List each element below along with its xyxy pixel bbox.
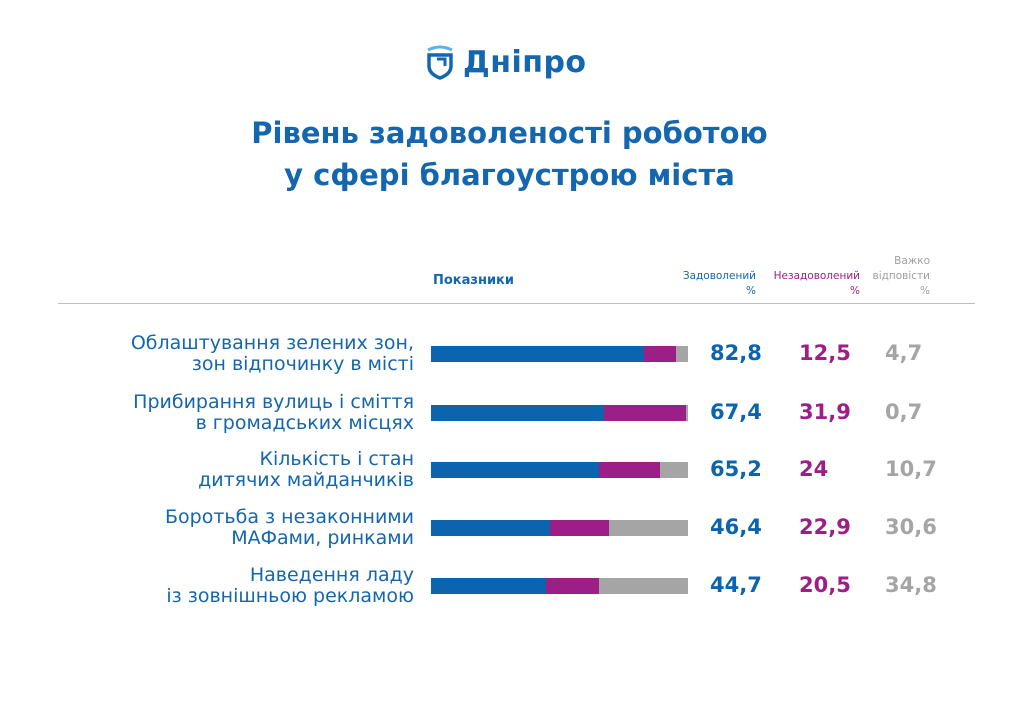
bar-segment-satisfied xyxy=(431,578,546,594)
header-indicators: Показники xyxy=(433,273,514,288)
title-line-1: Рівень задоволеності роботою xyxy=(251,116,768,150)
header-satisfied: Задоволений % xyxy=(683,269,756,299)
value-satisfied: 65,2 xyxy=(710,457,762,481)
stacked-bar xyxy=(431,405,688,421)
header-text: % xyxy=(920,285,930,297)
title-line-2: у сфері благоустрою міста xyxy=(284,158,735,192)
bar-segment-dissatisfied xyxy=(598,462,661,478)
value-dissatisfied: 12,5 xyxy=(799,341,851,365)
row-label: Кількість і стан дитячих майданчиків xyxy=(14,449,414,491)
value-dissatisfied: 31,9 xyxy=(799,400,851,424)
header-text: Задоволений xyxy=(682,270,756,282)
stacked-bar xyxy=(431,520,688,536)
page-title: Рівень задоволеності роботою у сфері бла… xyxy=(0,112,1019,196)
row-label-line: Облаштування зелених зон, xyxy=(130,332,414,354)
shield-icon xyxy=(427,45,453,80)
row-label: Облаштування зелених зон, зон відпочинку … xyxy=(14,333,414,375)
value-satisfied: 44,7 xyxy=(710,573,762,597)
header-text: відповісти xyxy=(872,270,930,282)
bar-segment-hard xyxy=(660,462,688,478)
bar-segment-satisfied xyxy=(431,346,644,362)
row-label-line: із зовнішньою рекламою xyxy=(166,585,414,607)
bar-segment-dissatisfied xyxy=(643,346,676,362)
row-label: Боротьба з незаконними МАФами, ринками xyxy=(14,507,414,549)
header-dissatisfied: Незадоволений % xyxy=(774,269,860,299)
header-text: % xyxy=(850,285,860,297)
stacked-bar xyxy=(431,346,688,362)
value-hard: 0,7 xyxy=(885,400,923,424)
row-label-line: Прибирання вулиць і сміття xyxy=(133,391,414,413)
value-satisfied: 82,8 xyxy=(710,341,762,365)
value-hard: 34,8 xyxy=(885,573,937,597)
header-divider xyxy=(58,303,975,304)
row-label: Прибирання вулиць і сміття в громадських … xyxy=(14,392,414,434)
bar-segment-satisfied xyxy=(431,520,551,536)
logo-text: Дніпро xyxy=(463,44,587,80)
stacked-bar xyxy=(431,462,688,478)
header-text: Важко xyxy=(894,255,930,267)
value-hard: 30,6 xyxy=(885,515,937,539)
bar-segment-dissatisfied xyxy=(604,405,687,421)
bar-segment-hard xyxy=(609,520,688,536)
value-satisfied: 46,4 xyxy=(710,515,762,539)
value-satisfied: 67,4 xyxy=(710,400,762,424)
value-dissatisfied: 24 xyxy=(799,457,829,481)
value-dissatisfied: 20,5 xyxy=(799,573,851,597)
value-hard: 4,7 xyxy=(885,341,923,365)
value-hard: 10,7 xyxy=(885,457,937,481)
bar-segment-dissatisfied xyxy=(550,520,610,536)
row-label-line: Боротьба з незаконними xyxy=(165,506,414,528)
bar-segment-satisfied xyxy=(431,405,605,421)
row-label-line: МАФами, ринками xyxy=(231,527,414,549)
logo: Дніпро xyxy=(425,44,587,80)
row-label: Наведення ладу із зовнішньою рекламою xyxy=(14,565,414,607)
row-label-line: Наведення ладу xyxy=(249,564,414,586)
bar-segment-satisfied xyxy=(431,462,599,478)
row-label-line: зон відпочинку в місті xyxy=(191,353,414,375)
row-label-line: в громадських місцях xyxy=(195,412,414,434)
header-text: Незадоволений xyxy=(773,270,860,282)
bar-segment-hard xyxy=(675,346,688,362)
value-dissatisfied: 22,9 xyxy=(799,515,851,539)
header-text: % xyxy=(746,285,756,297)
row-label-line: дитячих майданчиків xyxy=(198,469,414,491)
header-hard: Важко відповісти % xyxy=(873,254,930,299)
row-label-line: Кількість і стан xyxy=(259,448,414,470)
bar-segment-dissatisfied xyxy=(545,578,599,594)
bar-segment-hard xyxy=(686,405,688,421)
bar-segment-hard xyxy=(598,578,688,594)
stacked-bar xyxy=(431,578,688,594)
